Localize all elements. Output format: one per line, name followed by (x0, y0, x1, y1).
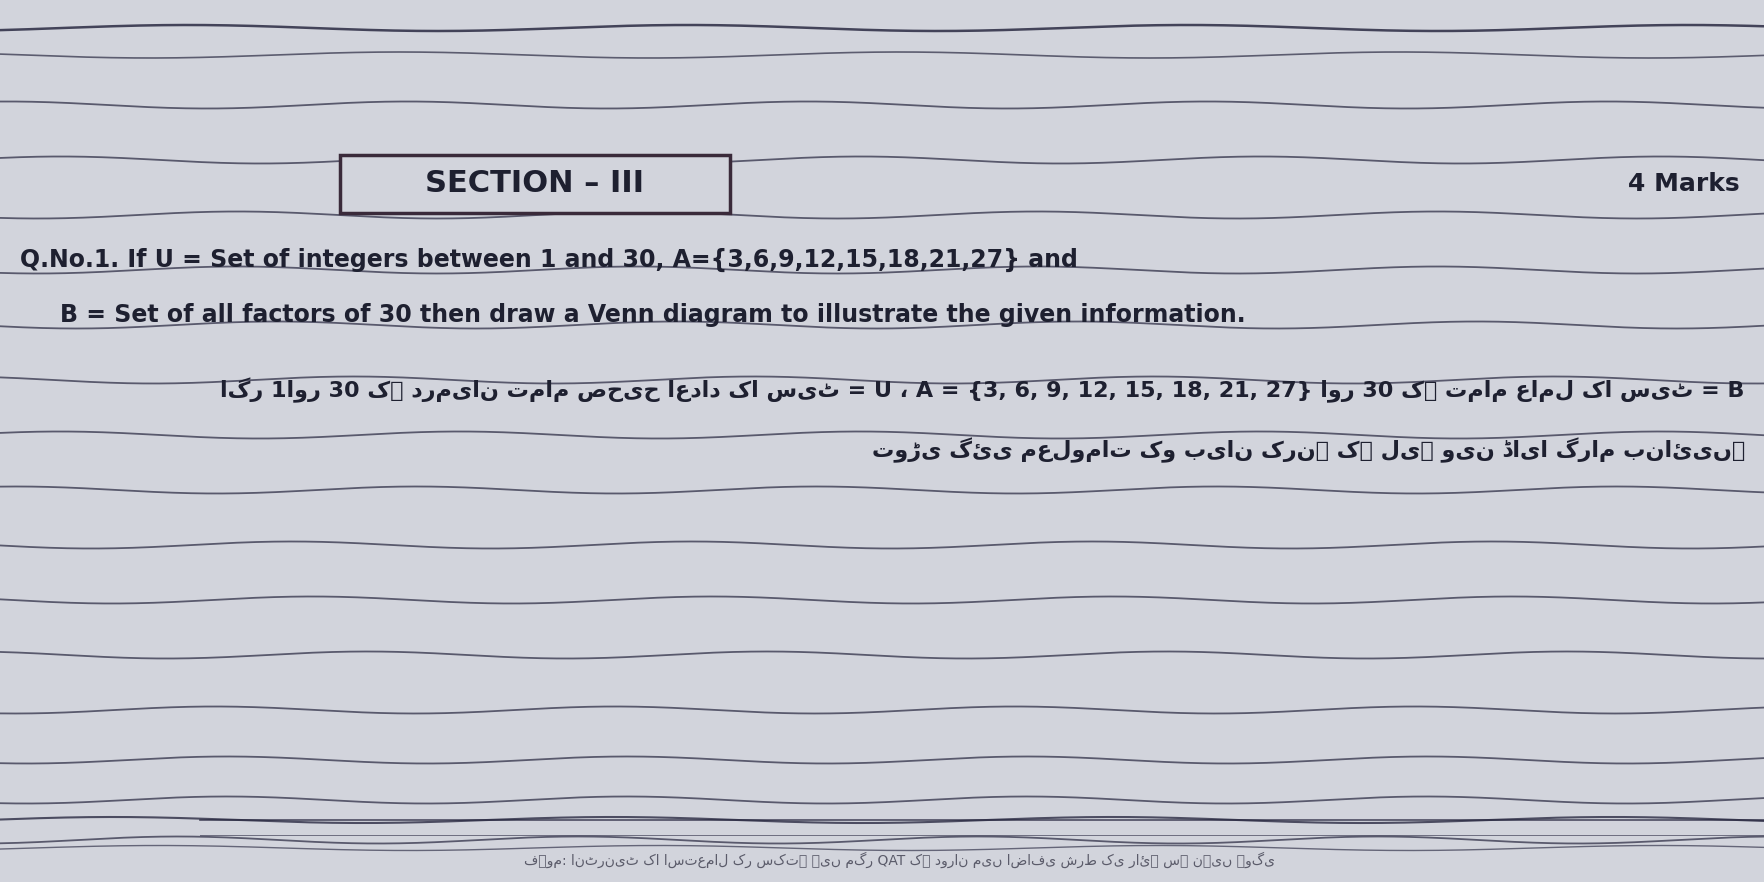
Text: SECTION – III: SECTION – III (425, 169, 644, 198)
Text: 4 Marks: 4 Marks (1628, 172, 1739, 196)
Text: B = Set of all factors of 30 then draw a Venn diagram to illustrate the given in: B = Set of all factors of 30 then draw a… (60, 303, 1245, 327)
Text: توڑی گئی معلومات کو بیان کرنے کے لیے وین ڈایا گرام بنائیں۔: توڑی گئی معلومات کو بیان کرنے کے لیے وین… (871, 437, 1745, 463)
FancyBboxPatch shape (340, 155, 730, 213)
Text: اگر 1اور 30 کے درمیان تمام صحیح اعداد کا سیٹ = U ، A = {3, 6, 9, 12, 15, 18, 21,: اگر 1اور 30 کے درمیان تمام صحیح اعداد کا… (220, 377, 1745, 403)
Text: فہوم: انٹرنیٹ کا استعمال کر سکتے ہیں مگر QAT کے دوران میں اضافی شرط کی رائے سے ن: فہوم: انٹرنیٹ کا استعمال کر سکتے ہیں مگر… (524, 852, 1275, 868)
Text: Q.No.1. If U = Set of integers between 1 and 30, A={3,6,9,12,15,18,21,27} and: Q.No.1. If U = Set of integers between 1… (19, 248, 1078, 272)
